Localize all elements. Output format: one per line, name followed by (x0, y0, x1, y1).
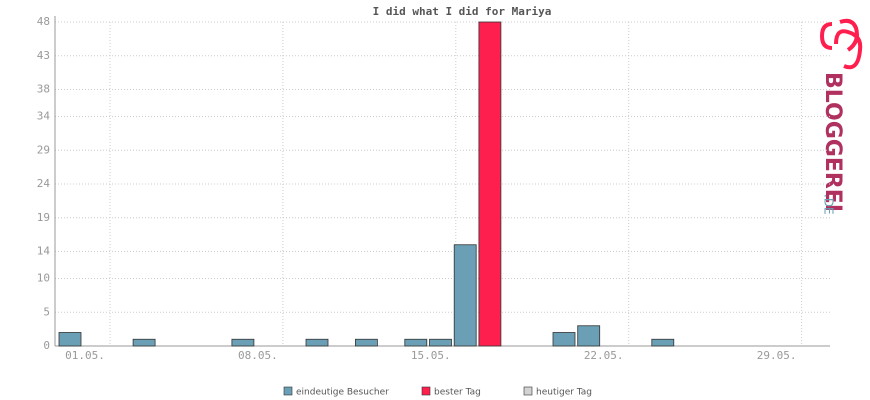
legend-swatch (523, 386, 533, 396)
y-tick-label: 38 (37, 83, 50, 96)
y-tick-label: 48 (37, 15, 50, 28)
legend-swatch (421, 386, 431, 396)
y-tick-label: 24 (37, 177, 51, 190)
x-tick-label: 08.05. (238, 349, 278, 362)
logo-mark (819, 18, 863, 70)
logo-name: BLOGGEREI (820, 72, 845, 212)
x-tick-label: 22.05. (584, 349, 624, 362)
bar (231, 338, 255, 347)
bar (354, 338, 378, 347)
y-tick-label: 19 (37, 211, 50, 224)
legend-swatch (283, 386, 293, 396)
legend-label: eindeutige Besucher (296, 388, 389, 398)
y-tick-label: 29 (37, 143, 50, 156)
bar (651, 338, 675, 347)
y-tick-label: 14 (37, 245, 51, 258)
bar (132, 338, 156, 347)
y-tick-label: 0 (43, 339, 50, 352)
chart-title: I did what I did for Mariya (373, 5, 552, 18)
x-tick-label: 15.05. (411, 349, 451, 362)
logo-tld: .DE (822, 194, 836, 215)
bar (305, 338, 329, 347)
legend-label: heutiger Tag (536, 388, 592, 398)
bar (478, 21, 502, 347)
y-tick-label: 10 (37, 272, 50, 285)
bar (552, 332, 576, 347)
legend-label: bester Tag (434, 388, 481, 398)
x-tick-label: 01.05. (65, 349, 105, 362)
bar (404, 338, 428, 347)
y-tick-label: 43 (37, 49, 50, 62)
x-tick-label: 29.05. (757, 349, 797, 362)
y-tick-label: 5 (43, 305, 50, 318)
logo: BLOGGEREI .DE (819, 18, 863, 215)
bar (577, 325, 601, 347)
bar (58, 332, 82, 347)
bar (453, 244, 477, 347)
bar (429, 338, 452, 347)
y-tick-label: 34 (37, 110, 51, 123)
